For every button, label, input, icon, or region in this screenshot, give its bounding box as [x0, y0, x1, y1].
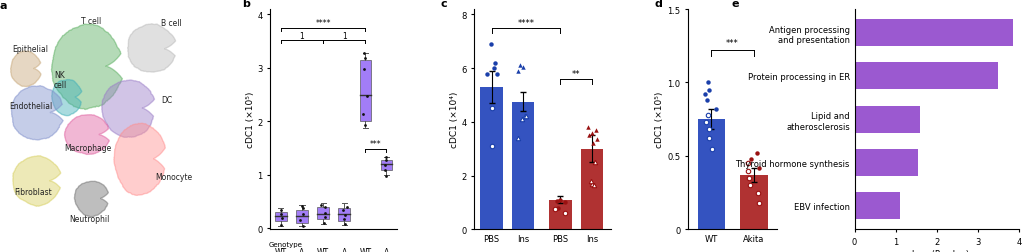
Bar	[359, 61, 371, 122]
Bar	[317, 207, 329, 219]
Text: c: c	[440, 0, 447, 9]
Bar	[549, 200, 571, 229]
Polygon shape	[75, 181, 109, 217]
Y-axis label: cDC1 (×10⁵): cDC1 (×10⁵)	[655, 92, 665, 148]
Text: WT: WT	[274, 247, 287, 252]
Bar	[275, 212, 287, 221]
Polygon shape	[128, 25, 175, 73]
Text: ****: ****	[315, 19, 331, 28]
Text: Fibroblast: Fibroblast	[14, 187, 52, 197]
Text: Neutrophil: Neutrophil	[70, 214, 110, 223]
Text: A: A	[299, 247, 304, 252]
Bar	[480, 88, 503, 229]
Y-axis label: cDC1 (×10⁵): cDC1 (×10⁵)	[246, 92, 255, 148]
Text: e: e	[731, 0, 739, 9]
Text: B cell: B cell	[161, 19, 181, 28]
Text: Genotype: Genotype	[268, 241, 302, 247]
Polygon shape	[52, 80, 82, 116]
Polygon shape	[13, 156, 60, 206]
Text: Epithelial: Epithelial	[12, 45, 48, 54]
Bar	[338, 209, 350, 221]
Text: Monocyte: Monocyte	[156, 172, 193, 181]
X-axis label: −log₁₀(P value): −log₁₀(P value)	[905, 249, 969, 252]
Text: ****: ****	[517, 18, 535, 27]
Text: NK
cell: NK cell	[54, 71, 68, 90]
Text: A: A	[342, 247, 347, 252]
Text: DC: DC	[161, 96, 172, 104]
Bar	[855, 20, 1013, 47]
Bar	[581, 149, 603, 229]
Bar	[296, 210, 308, 223]
Bar	[855, 106, 921, 133]
Text: 1: 1	[342, 32, 346, 40]
Polygon shape	[10, 52, 41, 87]
Text: Endothelial: Endothelial	[9, 102, 52, 111]
Bar	[855, 63, 998, 90]
Text: WT: WT	[317, 247, 329, 252]
Text: WT: WT	[359, 247, 372, 252]
Polygon shape	[114, 124, 165, 196]
Y-axis label: cDC1 (×10⁴): cDC1 (×10⁴)	[450, 92, 459, 148]
Bar	[855, 149, 919, 176]
Bar	[740, 175, 768, 229]
Bar	[855, 193, 900, 219]
Text: b: b	[243, 0, 250, 9]
Bar	[697, 120, 725, 229]
Text: Macrophage: Macrophage	[65, 144, 112, 153]
Text: d: d	[654, 0, 662, 9]
Text: **: **	[571, 69, 581, 78]
Text: A: A	[384, 247, 389, 252]
Text: T cell: T cell	[81, 17, 101, 25]
Text: a: a	[0, 1, 7, 11]
Text: ***: ***	[726, 39, 739, 48]
Text: ***: ***	[370, 139, 382, 148]
Polygon shape	[11, 86, 63, 140]
Bar	[381, 160, 392, 171]
Polygon shape	[101, 81, 155, 138]
Polygon shape	[65, 115, 110, 155]
Text: 1: 1	[300, 32, 304, 40]
Polygon shape	[51, 25, 122, 110]
Bar	[512, 102, 535, 229]
